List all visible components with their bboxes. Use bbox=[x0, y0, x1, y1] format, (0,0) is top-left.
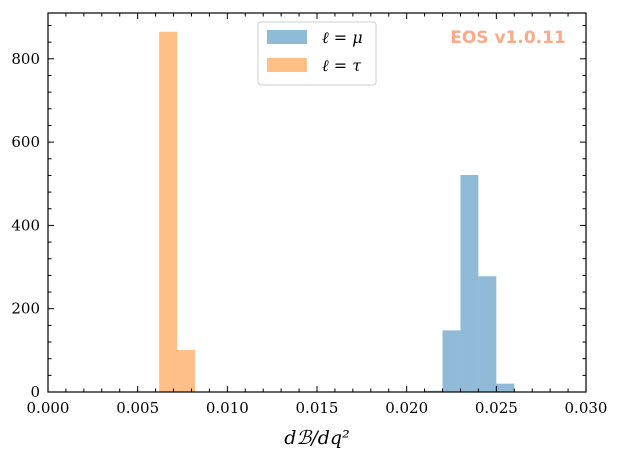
histogram-bar bbox=[177, 349, 196, 392]
x-axis-title: dℬ/dq² bbox=[284, 427, 349, 449]
x-tick-label: 0.025 bbox=[475, 399, 518, 417]
histogram-bar bbox=[460, 175, 479, 392]
legend: ℓ = μ ℓ = τ bbox=[257, 21, 377, 86]
x-tick-label: 0.010 bbox=[206, 399, 249, 417]
y-tick-label: 200 bbox=[11, 300, 40, 318]
series-2-bars bbox=[159, 31, 196, 392]
axis-ticks bbox=[47, 13, 587, 393]
x-tick-label: 0.000 bbox=[27, 399, 70, 417]
legend-label: ℓ = μ bbox=[322, 28, 363, 47]
series-1-bars bbox=[424, 175, 533, 392]
y-tick-label: 800 bbox=[11, 50, 40, 68]
legend-swatch bbox=[267, 58, 307, 72]
watermark-label: EOS v1.0.11 bbox=[450, 28, 566, 48]
x-tick-label: 0.005 bbox=[116, 399, 159, 417]
x-tick-label: 0.015 bbox=[296, 399, 339, 417]
legend-swatch bbox=[267, 30, 307, 44]
histogram-bar bbox=[159, 31, 178, 392]
histogram-bar bbox=[496, 383, 515, 392]
y-tick-label: 400 bbox=[11, 216, 40, 234]
histogram-bar bbox=[478, 276, 497, 392]
x-tick-label: 0.020 bbox=[385, 399, 428, 417]
histogram-bars bbox=[159, 31, 533, 392]
y-tick-label: 0 bbox=[30, 383, 40, 401]
histogram-bar bbox=[442, 330, 461, 392]
histogram-bar bbox=[424, 390, 443, 392]
x-tick-label: 0.030 bbox=[565, 399, 608, 417]
legend-label: ℓ = τ bbox=[322, 56, 362, 75]
y-tick-label: 600 bbox=[11, 133, 40, 151]
